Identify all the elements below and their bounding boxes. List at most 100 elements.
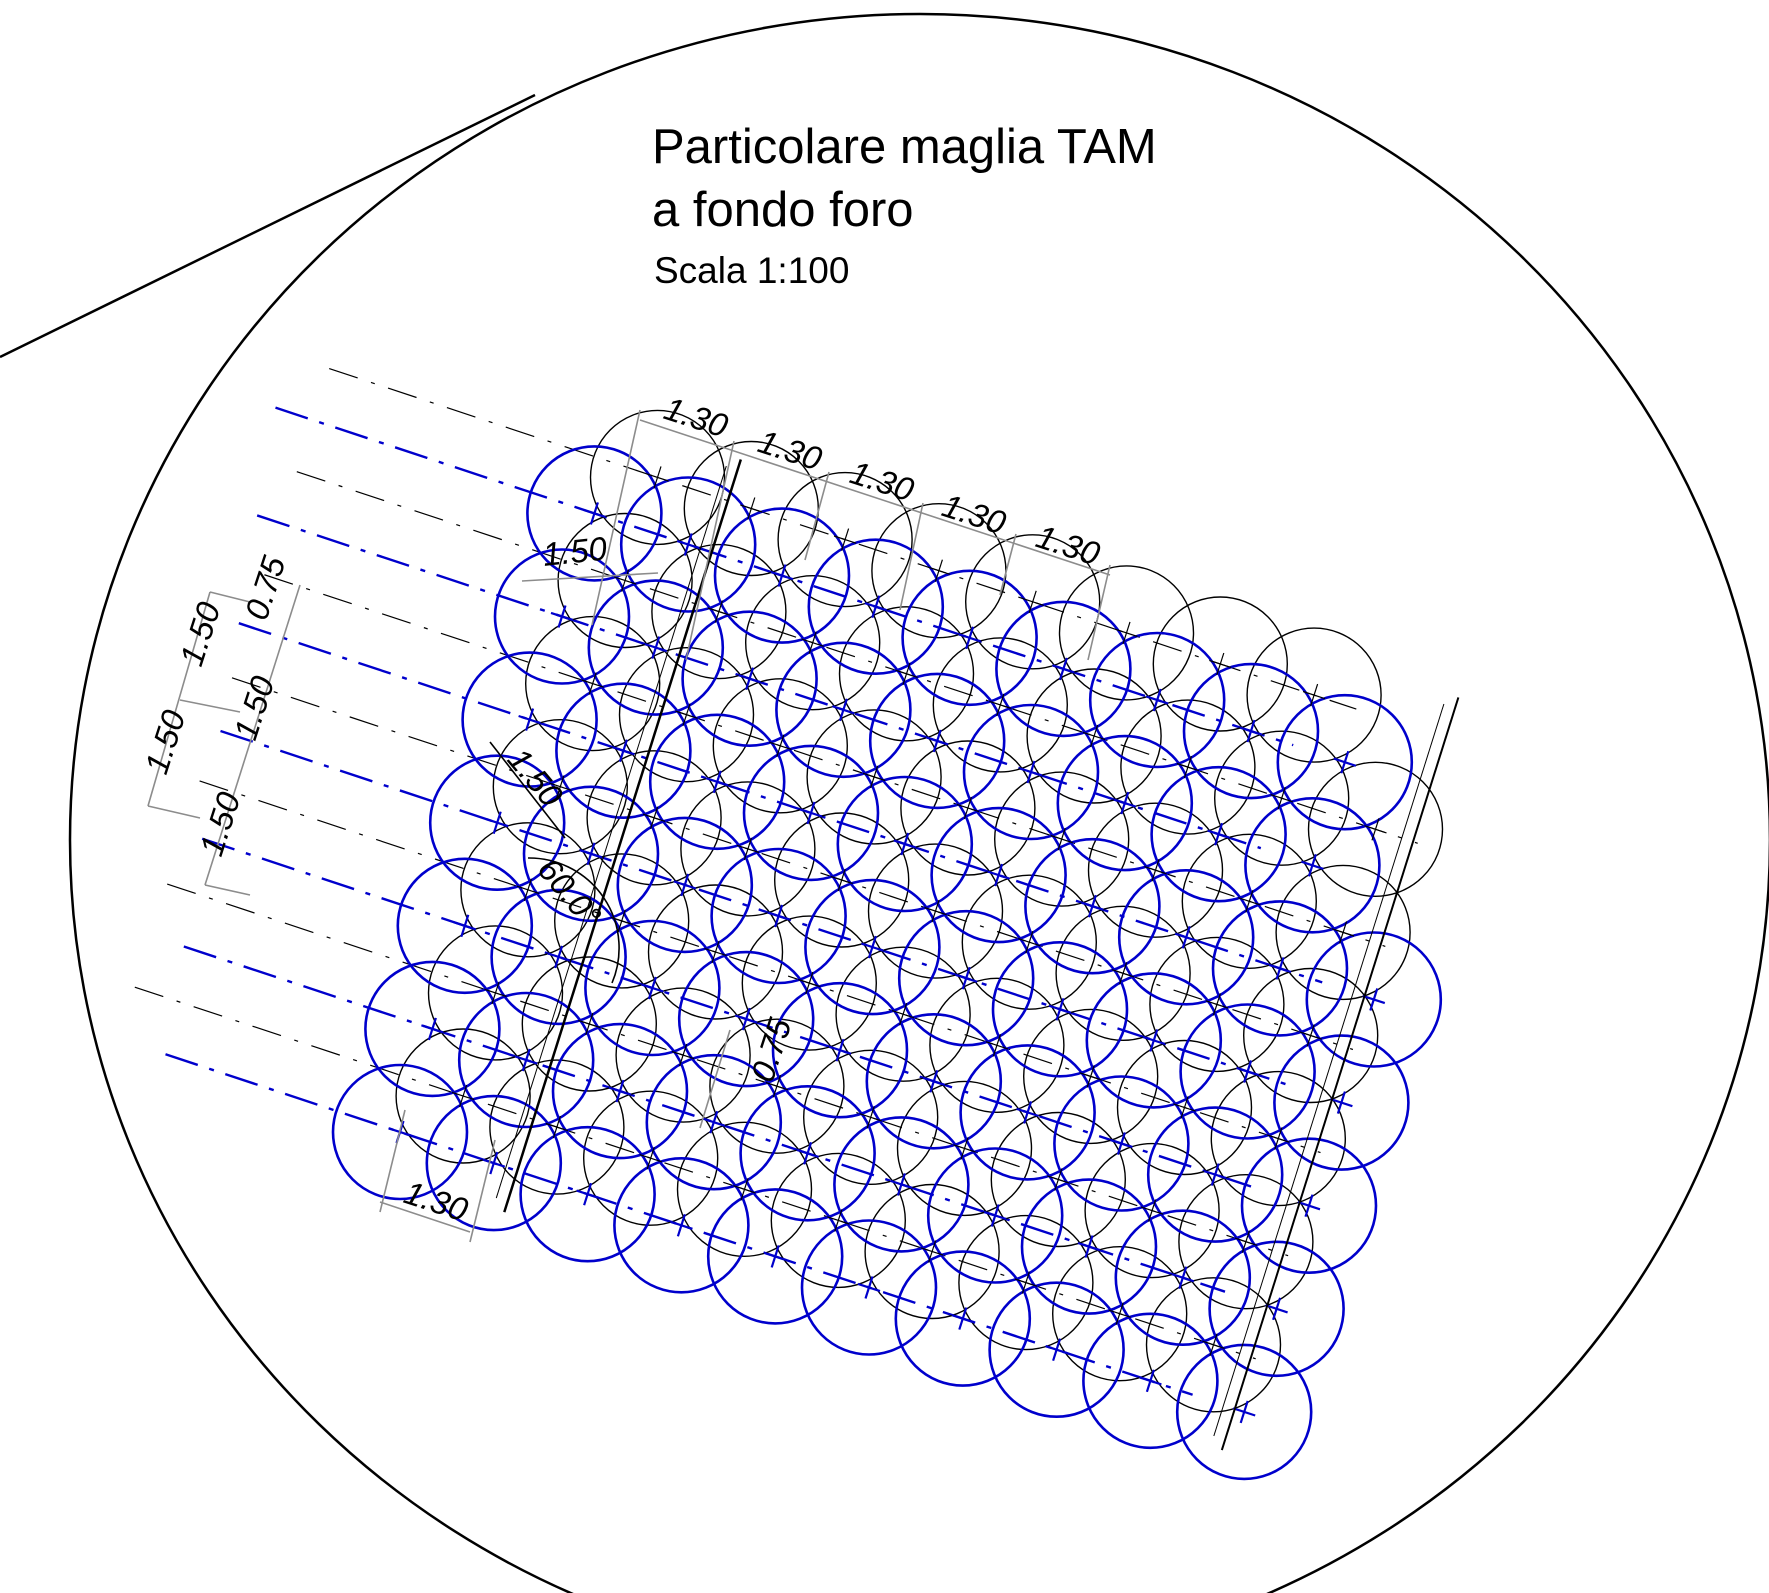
- primary-holes: [331, 445, 1443, 1481]
- center-mark: [1026, 760, 1036, 784]
- center-mark: [460, 914, 470, 938]
- center-mark: [931, 899, 940, 923]
- center-mark: [1057, 827, 1066, 851]
- center-mark: [932, 729, 942, 753]
- primary-hole: [988, 1281, 1125, 1418]
- primary-hole: [1082, 1312, 1219, 1450]
- primary-hole: [901, 569, 1038, 707]
- center-mark: [1181, 925, 1191, 949]
- secondary-hole: [770, 1152, 906, 1289]
- center-mark: [1149, 1029, 1159, 1052]
- title-block: Particolare maglia TAM a fondo foro Scal…: [652, 120, 1157, 291]
- dim-bottom: [379, 1201, 471, 1233]
- center-mark: [1151, 859, 1160, 882]
- black-row-axis: [134, 986, 1256, 1360]
- secondary-hole: [806, 709, 942, 845]
- center-mark: [1209, 1333, 1218, 1356]
- secondary-hole: [867, 843, 1004, 979]
- center-mark: [867, 935, 877, 959]
- secondary-hole: [964, 534, 1101, 670]
- primary-hole: [1240, 1137, 1378, 1274]
- primary-hole: [364, 960, 501, 1098]
- detail-circle: [69, 12, 1769, 1593]
- primary-hole: [490, 888, 627, 1026]
- secondary-hole: [557, 512, 693, 649]
- secondary-hole: [1242, 967, 1379, 1104]
- title-line-2: a fondo foro: [652, 183, 914, 237]
- dim-diagonal: [489, 741, 566, 839]
- dim-top-label-3: 1.30: [846, 453, 919, 508]
- secondary-hole: [745, 575, 881, 711]
- primary-hole: [1150, 765, 1287, 903]
- primary-hole: [648, 713, 786, 851]
- center-mark: [896, 1173, 906, 1196]
- secondary-hole: [932, 637, 1068, 773]
- primary-hole: [991, 940, 1129, 1078]
- primary-hole: [739, 1085, 876, 1222]
- center-mark: [1119, 962, 1128, 985]
- center-mark: [806, 801, 816, 825]
- primary-hole: [1088, 631, 1226, 769]
- center-mark: [934, 559, 943, 582]
- dim-left-ext-4: [204, 884, 251, 896]
- secondary-hole: [395, 1028, 531, 1164]
- center-mark: [961, 966, 971, 990]
- primary-hole: [771, 981, 909, 1119]
- center-mark: [588, 672, 597, 695]
- black-row-axis: [167, 883, 1289, 1257]
- secondary-hole: [1051, 1245, 1188, 1382]
- black-row-axis: [231, 677, 1354, 1051]
- dim-left-inner: [204, 584, 301, 886]
- center-mark: [650, 806, 659, 829]
- center-mark: [646, 1147, 655, 1170]
- primary-hole: [930, 806, 1067, 944]
- primary-hole: [428, 754, 566, 892]
- secondary-hole: [647, 884, 784, 1020]
- primary-hole: [681, 610, 818, 748]
- center-mark: [651, 636, 661, 659]
- center-mark: [740, 1178, 749, 1201]
- center-mark: [1340, 750, 1350, 774]
- center-mark: [492, 811, 502, 835]
- center-mark: [1084, 1235, 1094, 1258]
- secondary-hole: [583, 1090, 719, 1226]
- center-mark: [554, 945, 564, 969]
- center-mark: [1180, 1096, 1189, 1119]
- center-mark: [1054, 1168, 1063, 1191]
- blue-row-axis: [220, 729, 1291, 1087]
- primary-hole: [897, 909, 1035, 1047]
- center-mark: [992, 1034, 1001, 1057]
- primary-hole: [1024, 837, 1161, 975]
- secondary-hole: [835, 946, 971, 1082]
- center-mark: [1090, 724, 1099, 748]
- center-mark: [899, 1003, 908, 1026]
- center-mark: [1055, 997, 1065, 1021]
- center-mark: [653, 466, 662, 489]
- center-mark: [929, 1069, 939, 1093]
- center-mark: [994, 863, 1004, 887]
- primary-hole: [1117, 868, 1255, 1006]
- center-mark: [1021, 1271, 1030, 1294]
- primary-hole: [457, 991, 595, 1129]
- primary-hole: [619, 476, 757, 613]
- secondary-hole: [427, 925, 564, 1061]
- center-mark: [803, 1141, 813, 1165]
- center-mark: [1152, 688, 1162, 712]
- title-line-1: Particolare maglia TAM: [652, 120, 1157, 174]
- secondary-hole: [489, 1059, 625, 1195]
- center-mark: [900, 832, 910, 856]
- center-mark: [1239, 1400, 1249, 1424]
- center-mark: [680, 873, 690, 897]
- center-mark: [808, 631, 817, 654]
- primary-hole: [804, 878, 941, 1016]
- primary-hole: [742, 744, 880, 882]
- secondary-hole: [615, 987, 751, 1123]
- center-mark: [1210, 1163, 1220, 1186]
- dim-bottom-label: 1.30: [400, 1173, 473, 1228]
- primary-hole: [894, 1250, 1032, 1387]
- secondary-hole: [1022, 1008, 1159, 1145]
- dim-left-ext-1: [209, 591, 251, 603]
- center-mark: [427, 1017, 437, 1041]
- primary-hole: [461, 651, 598, 788]
- secondary-hole: [586, 750, 722, 886]
